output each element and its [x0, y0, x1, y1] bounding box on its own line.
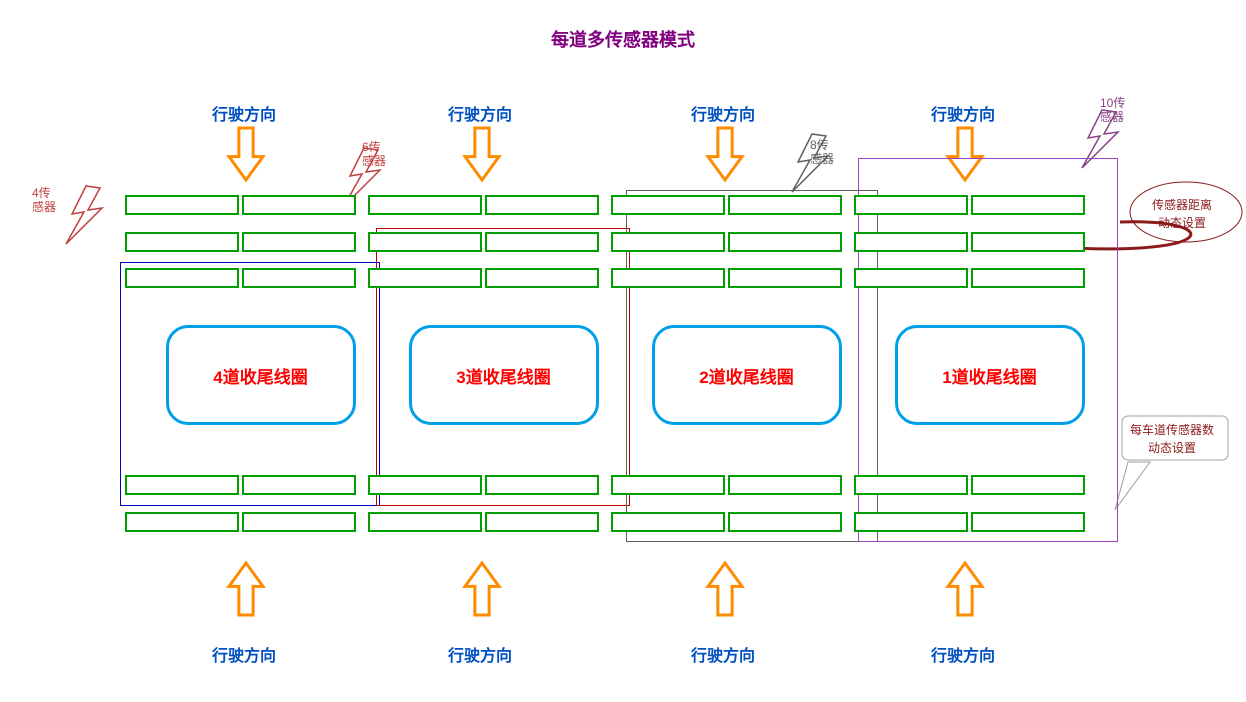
direction-arrow-icon	[708, 563, 742, 615]
sensor-rect	[368, 232, 482, 252]
sensor-count-label-10: 10传感器	[1100, 96, 1125, 124]
sensor-count-label-6: 6传感器	[362, 140, 386, 168]
sensor-rect	[971, 195, 1085, 215]
sensor-rect	[125, 232, 239, 252]
sensor-rect	[971, 512, 1085, 532]
sensor-rect	[854, 232, 968, 252]
sensor-rect	[368, 268, 482, 288]
sensor-rect	[728, 232, 842, 252]
sensor-rect	[611, 195, 725, 215]
sensor-rect	[611, 232, 725, 252]
sensor-rect	[368, 475, 482, 495]
direction-arrow-icon	[708, 128, 742, 180]
sensor-rect	[125, 512, 239, 532]
sensor-count-label-8: 8传感器	[810, 138, 834, 166]
direction-arrow-icon	[229, 128, 263, 180]
sensor-rect	[728, 475, 842, 495]
sensor-rect	[242, 195, 356, 215]
direction-label-top: 行驶方向	[448, 101, 512, 125]
sensor-rect	[125, 475, 239, 495]
direction-label-top: 行驶方向	[212, 101, 276, 125]
direction-label-top: 行驶方向	[691, 101, 755, 125]
direction-label-top: 行驶方向	[931, 101, 995, 125]
sensor-rect	[485, 195, 599, 215]
callout-tail	[1115, 462, 1150, 510]
coil-box-3: 3道收尾线圈	[409, 325, 599, 425]
sensor-rect	[971, 232, 1085, 252]
sensor-rect	[728, 195, 842, 215]
diagram-title: 每道多传感器模式	[0, 26, 1246, 52]
sensor-rect	[971, 268, 1085, 288]
sensor-rect	[242, 268, 356, 288]
sensor-rect	[854, 195, 968, 215]
coil-box-4: 4道收尾线圈	[166, 325, 356, 425]
coil-box-2: 2道收尾线圈	[652, 325, 842, 425]
direction-label-bottom: 行驶方向	[212, 642, 276, 666]
sensor-rect	[611, 475, 725, 495]
sensor-rect	[485, 512, 599, 532]
direction-arrow-icon	[465, 563, 499, 615]
direction-label-bottom: 行驶方向	[931, 642, 995, 666]
sensor-count-label-4: 4传感器	[32, 186, 56, 214]
lightning-icon	[66, 186, 102, 244]
sensor-rect	[242, 512, 356, 532]
direction-arrow-icon	[465, 128, 499, 180]
direction-label-bottom: 行驶方向	[691, 642, 755, 666]
sensor-rect	[728, 512, 842, 532]
sensor-rect	[242, 475, 356, 495]
direction-arrow-icon	[229, 563, 263, 615]
direction-label-bottom: 行驶方向	[448, 642, 512, 666]
sensor-rect	[611, 512, 725, 532]
sensor-rect	[485, 475, 599, 495]
callout-sensor-count: 每车道传感器数动态设置	[1130, 421, 1214, 457]
coil-box-1: 1道收尾线圈	[895, 325, 1085, 425]
sensor-rect	[125, 195, 239, 215]
sensor-rect	[368, 512, 482, 532]
sensor-rect	[485, 232, 599, 252]
sensor-rect	[854, 512, 968, 532]
sensor-rect	[485, 268, 599, 288]
direction-arrow-icon	[948, 563, 982, 615]
sensor-rect	[971, 475, 1085, 495]
callout-sensor-distance: 传感器距离动态设置	[1152, 196, 1212, 232]
sensor-rect	[242, 232, 356, 252]
sensor-rect	[368, 195, 482, 215]
sensor-rect	[854, 268, 968, 288]
sensor-rect	[611, 268, 725, 288]
sensor-rect	[125, 268, 239, 288]
sensor-rect	[728, 268, 842, 288]
sensor-rect	[854, 475, 968, 495]
